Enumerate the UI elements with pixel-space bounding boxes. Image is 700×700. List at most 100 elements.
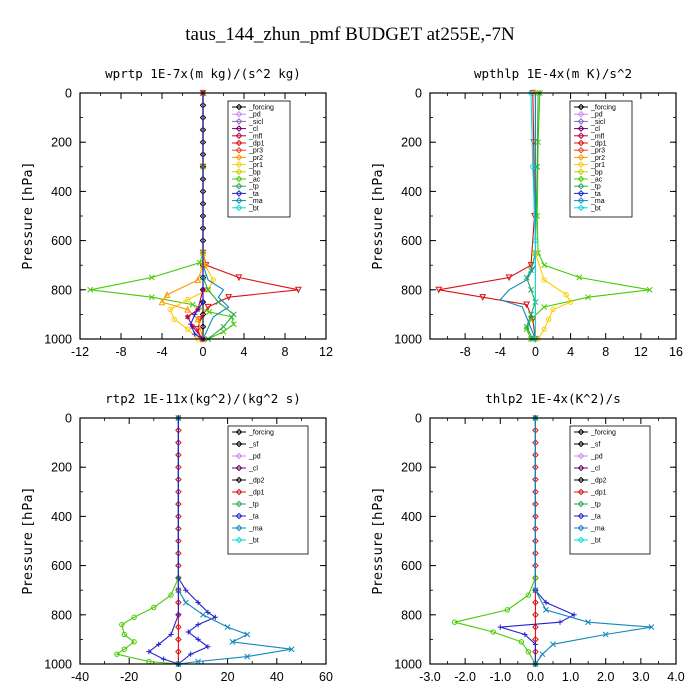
- data-point-ma: [288, 646, 295, 653]
- chart-panel-1: wprtp 1E-7x(m kg)/(s^2 kg) Pressure [hPa]…: [21, 66, 333, 359]
- legend: _forcing _sf _pd _cl _dp2 _dp1 _tp _ta _ma _bt: [569, 425, 651, 555]
- y-tick-label: 200: [51, 461, 72, 475]
- data-point-dp1: [194, 326, 202, 333]
- data-point-ta: [161, 656, 167, 662]
- data-point-ta: [156, 641, 162, 647]
- legend-label: _ma: [248, 526, 263, 533]
- y-tick-label: 400: [401, 185, 422, 199]
- series-line-ta: [190, 93, 204, 340]
- y-tick-label: 200: [51, 136, 72, 150]
- data-point-pr1: [550, 306, 556, 313]
- x-tick-label: 12: [634, 345, 648, 359]
- y-tick-label: 200: [401, 136, 422, 150]
- panel-title: thlp2 1E-4x(K^2)/s: [485, 391, 620, 406]
- data-point-pr1: [541, 277, 547, 283]
- y-tick-label: 400: [51, 185, 72, 199]
- series-line-tp: [177, 418, 217, 665]
- y-tick-label: 800: [401, 608, 422, 622]
- y-tick-label: 800: [401, 283, 422, 297]
- legend-marker: [235, 175, 243, 183]
- legend-label: _sf: [590, 442, 600, 449]
- legend-label: _tp: [590, 502, 601, 509]
- legend-label: _forcing: [248, 105, 274, 112]
- data-point-dp1: [121, 631, 127, 638]
- y-tick-label: 0: [415, 412, 422, 426]
- data-point-dp1: [451, 619, 458, 625]
- legend-label: _ta: [248, 514, 259, 521]
- legend-marker: [235, 103, 243, 111]
- x-tick-label: 40: [270, 670, 284, 684]
- data-point-tp: [188, 651, 194, 657]
- legend-marker: [235, 428, 243, 436]
- data-point-bt: [530, 164, 536, 170]
- legend-marker: [577, 125, 585, 132]
- legend-marker: [235, 161, 243, 168]
- data-point-ma: [244, 653, 251, 660]
- data-point-pr1: [541, 326, 547, 332]
- data-point-tp: [543, 599, 549, 606]
- y-tick-label: 1000: [394, 658, 422, 672]
- data-point-pr1: [563, 292, 569, 298]
- legend-marker: [235, 204, 243, 212]
- legend-marker: [577, 175, 585, 183]
- data-point-ma: [648, 624, 655, 631]
- legend-marker: [235, 524, 243, 532]
- data-point-ta: [192, 311, 198, 317]
- data-point-ma: [200, 611, 206, 618]
- data-point-ac: [148, 294, 155, 301]
- y-tick-label: 0: [65, 412, 72, 426]
- data-point-forcing: [199, 323, 207, 331]
- legend-marker: [235, 476, 243, 484]
- x-tick-label: -4: [156, 345, 167, 359]
- data-point-dp1: [505, 274, 513, 282]
- y-tick-label: 600: [51, 559, 72, 573]
- legend-marker: [577, 168, 585, 176]
- legend-label: _bt: [590, 538, 601, 545]
- data-point-tp: [183, 587, 189, 593]
- data-point-dp1: [151, 604, 157, 611]
- chart-panel-4: thlp2 1E-4x(K^2)/s Pressure [hPa] 0 200 400 6…: [371, 391, 685, 684]
- data-point-tp: [215, 299, 222, 306]
- legend-marker: [235, 154, 243, 161]
- y-tick-label: 1000: [44, 333, 72, 347]
- legend-marker: [577, 464, 585, 472]
- x-tick-label: 0: [532, 345, 539, 359]
- plot-frame: [79, 417, 327, 665]
- data-point-ma: [244, 631, 251, 638]
- data-point-ma: [532, 587, 539, 594]
- legend-marker: [577, 524, 585, 532]
- data-point-dp1: [121, 646, 127, 652]
- data-point-tp: [185, 629, 191, 635]
- data-point-ta: [175, 612, 181, 618]
- y-axis-label: Pressure [hPa]: [21, 162, 36, 269]
- data-point-tp: [205, 644, 211, 650]
- data-point-tp: [195, 599, 201, 606]
- data-point-tp: [205, 286, 212, 293]
- data-point-mfl: [185, 314, 191, 320]
- legend-marker: [235, 440, 243, 448]
- data-point-pr2: [158, 298, 166, 306]
- data-point-tp: [528, 311, 534, 318]
- legend-label: _mfl: [590, 133, 605, 140]
- data-point-pr2: [194, 315, 202, 323]
- legend-label: _mfl: [248, 133, 263, 140]
- series-ma: [532, 415, 655, 667]
- data-point-tp: [523, 274, 530, 281]
- legend-marker: [577, 512, 585, 520]
- chart-panel-3: rtp2 1E-11x(kg^2)/(kg^2 s) Pressure [hPa]…: [21, 391, 333, 684]
- legend-label: _pr3: [590, 148, 605, 155]
- data-point-tp: [532, 641, 539, 647]
- y-tick-label: 600: [401, 234, 422, 248]
- legend-marker: [235, 182, 243, 190]
- data-point-pr1: [184, 326, 191, 332]
- data-point-dp1: [504, 607, 511, 613]
- y-tick-label: 0: [65, 87, 72, 101]
- data-point-tp: [195, 622, 201, 628]
- data-point-tp: [230, 311, 237, 318]
- y-tick-label: 800: [51, 608, 72, 622]
- y-axis-label: Pressure [hPa]: [21, 487, 36, 594]
- data-point-ac: [541, 262, 548, 269]
- y-tick-label: 400: [401, 510, 422, 524]
- y-tick-label: 800: [51, 283, 72, 297]
